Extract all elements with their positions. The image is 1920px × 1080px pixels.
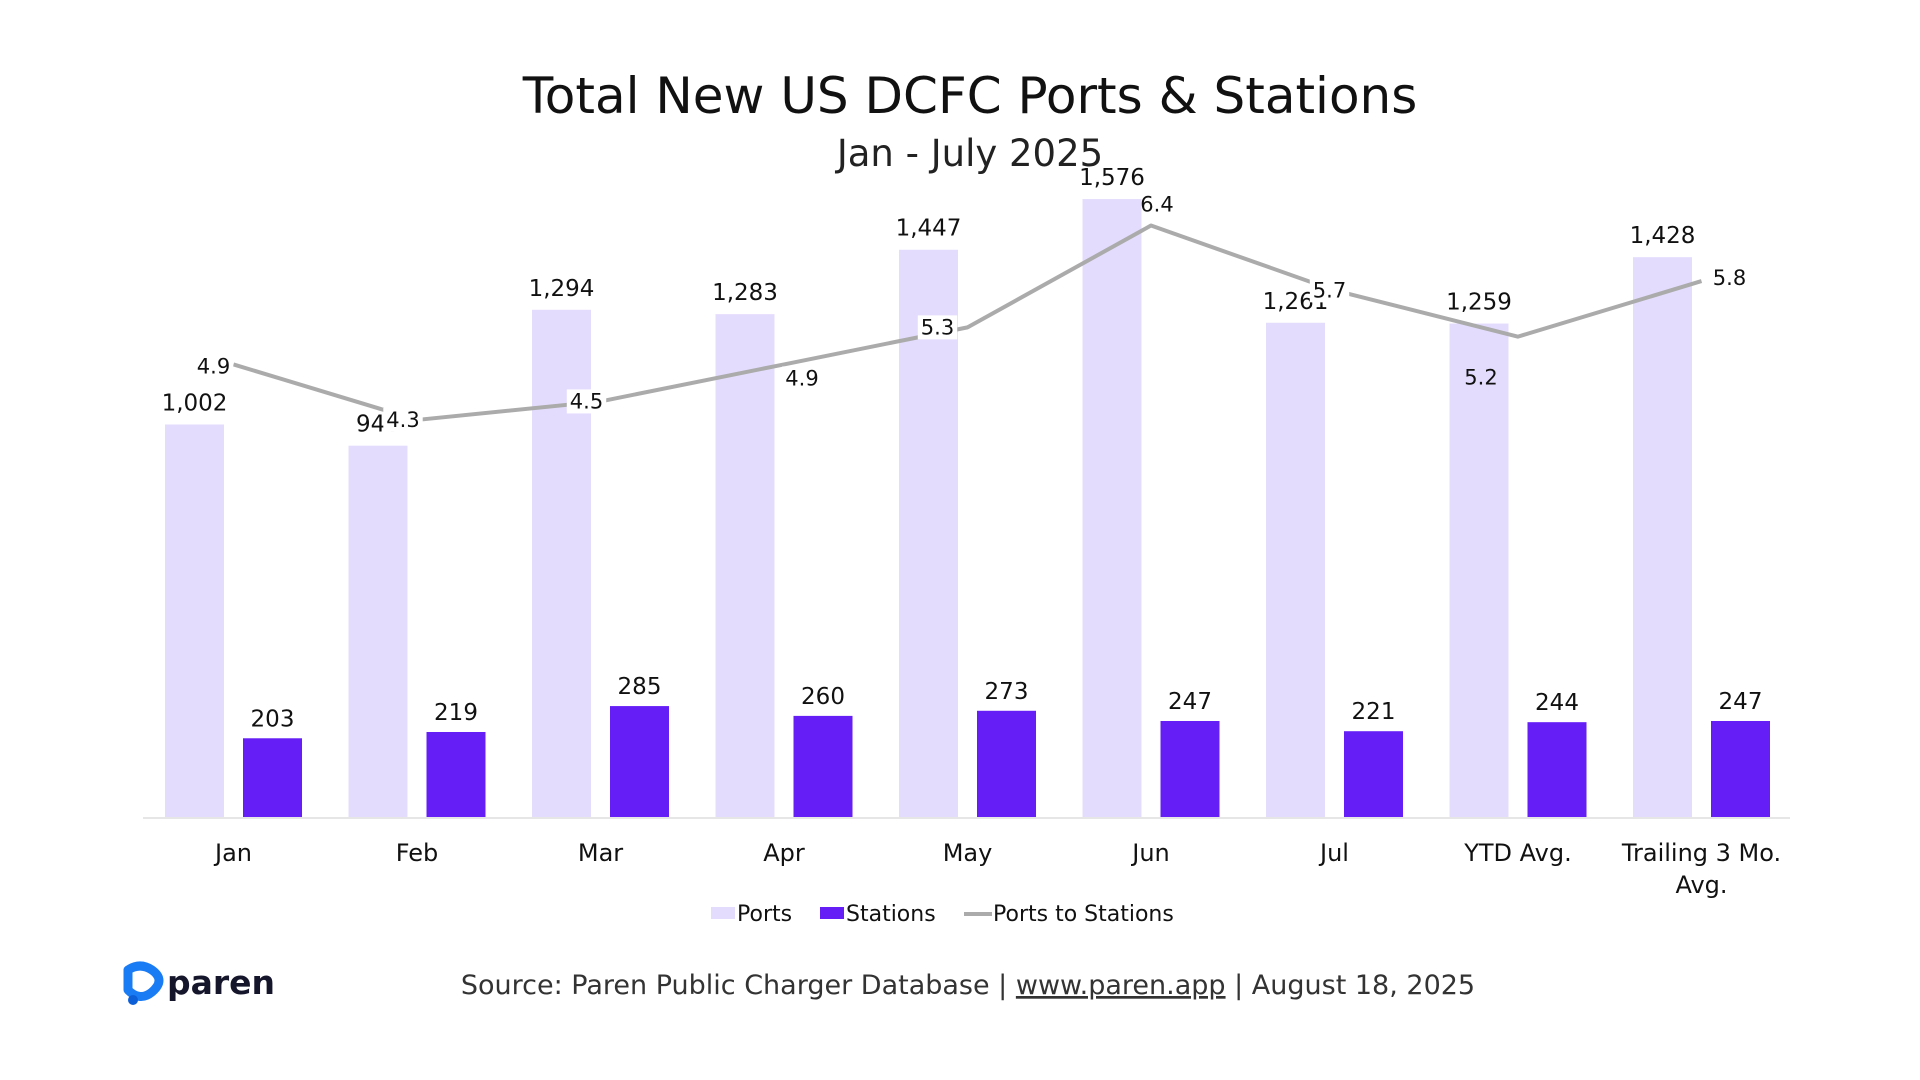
- paren-logo-icon: [123, 961, 164, 1005]
- tick-label-apr: Apr: [763, 839, 805, 867]
- bar-ports-may: [899, 249, 958, 818]
- bar-ports-jun: [1082, 199, 1142, 818]
- legend: Ports Stations Ports to Stations: [711, 902, 1174, 927]
- bar-ports-ytd-avg: [1449, 323, 1509, 818]
- legend-swatch-stations: [820, 907, 844, 919]
- label-ratio-bg-apr: [782, 366, 822, 391]
- label-ratio-feb: 4.3: [386, 408, 419, 432]
- logo-text: paren: [167, 963, 275, 1002]
- data-labels-layer: 1,0022039482191,2942851,2832601,4472731,…: [162, 165, 1763, 732]
- label-ports-jan: 1,002: [162, 390, 228, 416]
- label-ports-mar: 1,294: [529, 276, 595, 302]
- bar-stations-jan: [243, 738, 302, 818]
- label-stations-mar: 285: [618, 674, 662, 700]
- tick-label-ytd-avg: YTD Avg.: [1463, 839, 1572, 867]
- label-stations-trailing-3-mo-avg: 247: [1719, 689, 1763, 715]
- source-note: Source: Paren Public Charger Database | …: [461, 970, 1475, 1001]
- label-ports-ytd-avg: 1,259: [1446, 290, 1512, 316]
- source-prefix: Source: Paren Public Charger Database |: [461, 970, 1016, 1001]
- bar-ports-trailing-3-mo-avg: [1633, 257, 1692, 819]
- label-ports-trailing-3-mo-avg: 1,428: [1630, 223, 1696, 249]
- label-ratio-bg-jul: [1309, 278, 1350, 303]
- bar-stations-trailing-3-mo-avg: [1711, 720, 1770, 818]
- legend-label-ports: Ports: [737, 902, 792, 927]
- label-ratio-ytd-avg: 5.2: [1464, 366, 1497, 390]
- label-stations-jun: 247: [1168, 689, 1212, 715]
- label-ratio-bg-may: [917, 315, 958, 340]
- tick-label-feb: Feb: [396, 839, 439, 867]
- ratio-line-layer: [232, 223, 1703, 422]
- tick-label-trailing-3-mo-avg: Trailing 3 Mo. Avg.: [1621, 839, 1781, 899]
- bar-stations-jul: [1344, 731, 1403, 818]
- label-stations-jan: 203: [251, 706, 295, 732]
- label-stations-may: 273: [985, 679, 1029, 705]
- label-ratio-jan: 4.9: [197, 354, 230, 378]
- label-ports-apr: 1,283: [712, 280, 778, 306]
- label-ratio-may: 5.3: [921, 315, 954, 339]
- label-ratio-bg-trailing-3-mo-avg: [1709, 266, 1750, 291]
- bar-stations-mar: [610, 706, 669, 818]
- bar-stations-jun: [1160, 720, 1220, 818]
- bar-ports-jan: [165, 424, 224, 818]
- bar-stations-feb: [426, 731, 486, 818]
- label-stations-jul: 221: [1352, 699, 1396, 725]
- bar-ports-apr: [715, 314, 775, 818]
- label-stations-apr: 260: [801, 684, 845, 710]
- label-ratio-trailing-3-mo-avg: 5.8: [1713, 266, 1746, 290]
- bar-stations-ytd-avg: [1527, 722, 1587, 818]
- legend-label-stations: Stations: [846, 902, 936, 927]
- source-link[interactable]: www.paren.app: [1016, 970, 1226, 1001]
- label-stations-feb: 219: [434, 700, 478, 726]
- tick-label-jun: Jun: [1130, 839, 1170, 867]
- bar-stations-may: [977, 710, 1036, 818]
- label-ratio-jul: 5.7: [1313, 278, 1346, 302]
- ratio-line: [232, 223, 1703, 422]
- bars-layer: [165, 199, 1770, 819]
- bar-ports-mar: [532, 309, 591, 818]
- chart-title: Total New US DCFC Ports & Stations: [522, 67, 1418, 125]
- chart-subtitle: Jan - July 2025: [835, 132, 1103, 175]
- label-ratio-jun: 6.4: [1140, 193, 1173, 217]
- paren-logo: paren: [123, 961, 275, 1005]
- tick-label-jan: Jan: [213, 839, 252, 867]
- label-stations-ytd-avg: 244: [1535, 690, 1579, 716]
- tick-label-may: May: [943, 839, 993, 867]
- label-ratio-bg-feb: [383, 407, 423, 432]
- label-ratio-bg-mar: [566, 389, 607, 414]
- legend-swatch-ports: [711, 907, 735, 919]
- label-ports-may: 1,447: [896, 216, 962, 242]
- label-ports-jun: 1,576: [1079, 165, 1145, 191]
- label-ratio-apr: 4.9: [785, 366, 818, 390]
- label-ratio-bg-jan: [193, 354, 234, 379]
- tick-label-mar: Mar: [578, 839, 623, 867]
- bar-ports-jul: [1266, 322, 1325, 818]
- x-tick-labels: Jan Feb Mar Apr May Jun Jul YTD Avg. Trailing 3 …: [213, 839, 1781, 899]
- legend-label-ratio: Ports to Stations: [993, 902, 1174, 927]
- source-suffix: | August 18, 2025: [1226, 970, 1476, 1001]
- label-ratio-mar: 4.5: [570, 389, 603, 413]
- tick-label-jul: Jul: [1318, 839, 1349, 867]
- bar-ports-feb: [348, 445, 408, 818]
- bar-stations-apr: [793, 715, 853, 818]
